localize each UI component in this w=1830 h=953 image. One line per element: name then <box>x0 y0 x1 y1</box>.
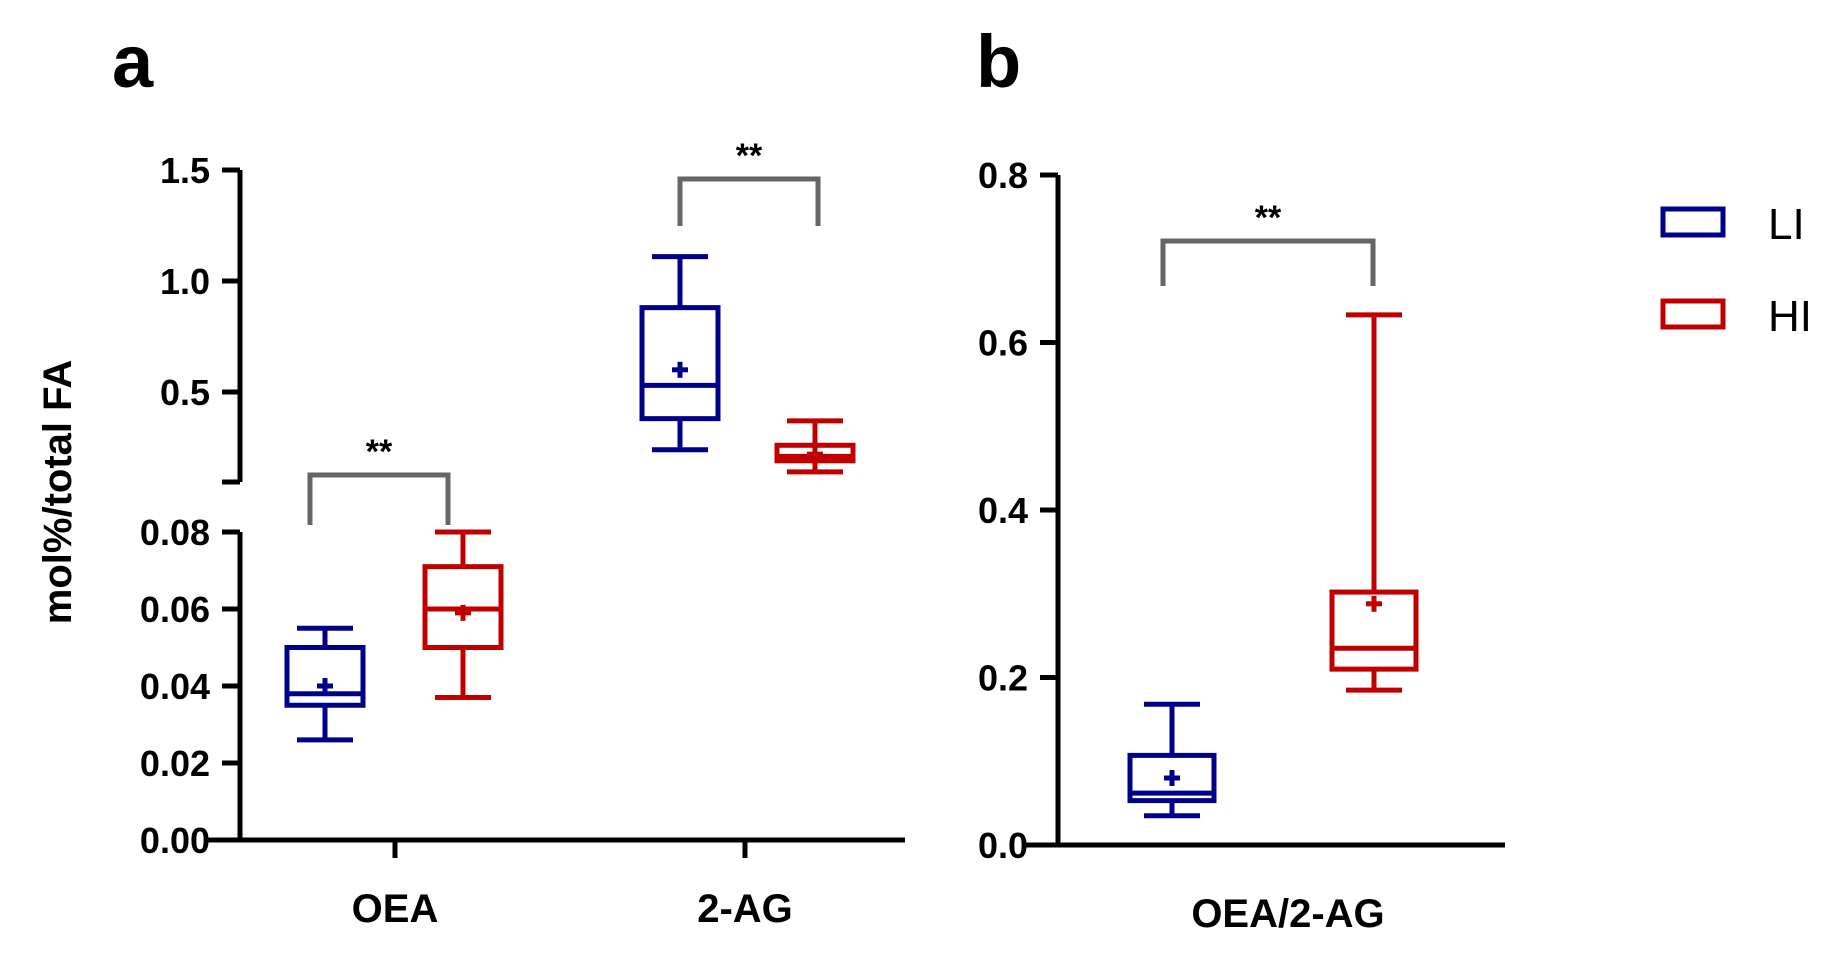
significance-bracket <box>677 176 821 226</box>
box-hi-oea <box>422 529 504 701</box>
box-li-oea <box>284 625 366 743</box>
x-tick-label-2ag: 2-AG <box>697 887 793 931</box>
legend-swatch-li <box>1660 206 1726 238</box>
significance-label: ** <box>366 433 393 471</box>
panel-b-y-tick-label: 0.8 <box>978 155 1028 196</box>
significance-label: ** <box>736 137 763 175</box>
panel-a-y-tick-label: 0.08 <box>140 512 210 553</box>
box-hi-oea2ag <box>1329 312 1419 693</box>
significance-oea: ** <box>307 433 451 525</box>
box-hi-2ag <box>774 418 856 475</box>
significance-bracket <box>307 472 451 525</box>
panel-a-y-tick-label: 0.04 <box>140 666 210 707</box>
panel-a-y-tick-label: 0.5 <box>160 372 210 413</box>
legend-label-li: LI <box>1768 200 1805 249</box>
significance-oea2ag: ** <box>1160 199 1376 286</box>
significance-2ag: ** <box>677 137 821 226</box>
panel-a-y-tick-label: 0.00 <box>140 820 210 861</box>
panel-b-y-tick-label: 0.6 <box>978 323 1028 364</box>
panel-label-a: a <box>112 20 154 103</box>
box-iqr <box>639 305 721 422</box>
legend-swatch-hi <box>1660 298 1726 330</box>
panel-a-y-tick-label: 1.5 <box>160 150 210 191</box>
box-li-2ag <box>639 254 721 453</box>
box-li-oea2ag <box>1127 701 1217 819</box>
x-tick-label-oea-2ag: OEA/2-AG <box>1191 892 1384 936</box>
box-iqr <box>1127 752 1217 804</box>
panel-a-y-tick-label: 1.0 <box>160 261 210 302</box>
x-tick-label-oea: OEA <box>352 887 439 931</box>
panel-b-y-tick-label: 0.0 <box>978 825 1028 866</box>
significance-label: ** <box>1255 199 1282 237</box>
significance-layer: ** ** ** <box>307 137 1376 525</box>
panel-label-b: b <box>976 20 1021 103</box>
ticks-layer: 1.5 1.0 0.5 0.08 0.06 0.04 0.02 0.00 0.8 0.6 0.4 0.… <box>140 150 1058 866</box>
panel-b-y-tick-label: 0.2 <box>978 658 1028 699</box>
panel-b-axes <box>1025 175 1505 848</box>
panel-a-y-axis-title: mol%/total FA <box>36 360 80 624</box>
panel-a-y-tick-label: 0.06 <box>140 589 210 630</box>
legend-label-hi: HI <box>1768 292 1812 341</box>
box-iqr <box>1329 589 1419 672</box>
panel-a-y-tick-label: 0.02 <box>140 743 210 784</box>
panel-b-y-tick-label: 0.4 <box>978 490 1028 531</box>
legend: LI HI <box>1660 200 1812 341</box>
significance-bracket <box>1160 238 1376 286</box>
boxes-layer <box>284 254 1419 819</box>
box-iqr <box>284 645 366 708</box>
